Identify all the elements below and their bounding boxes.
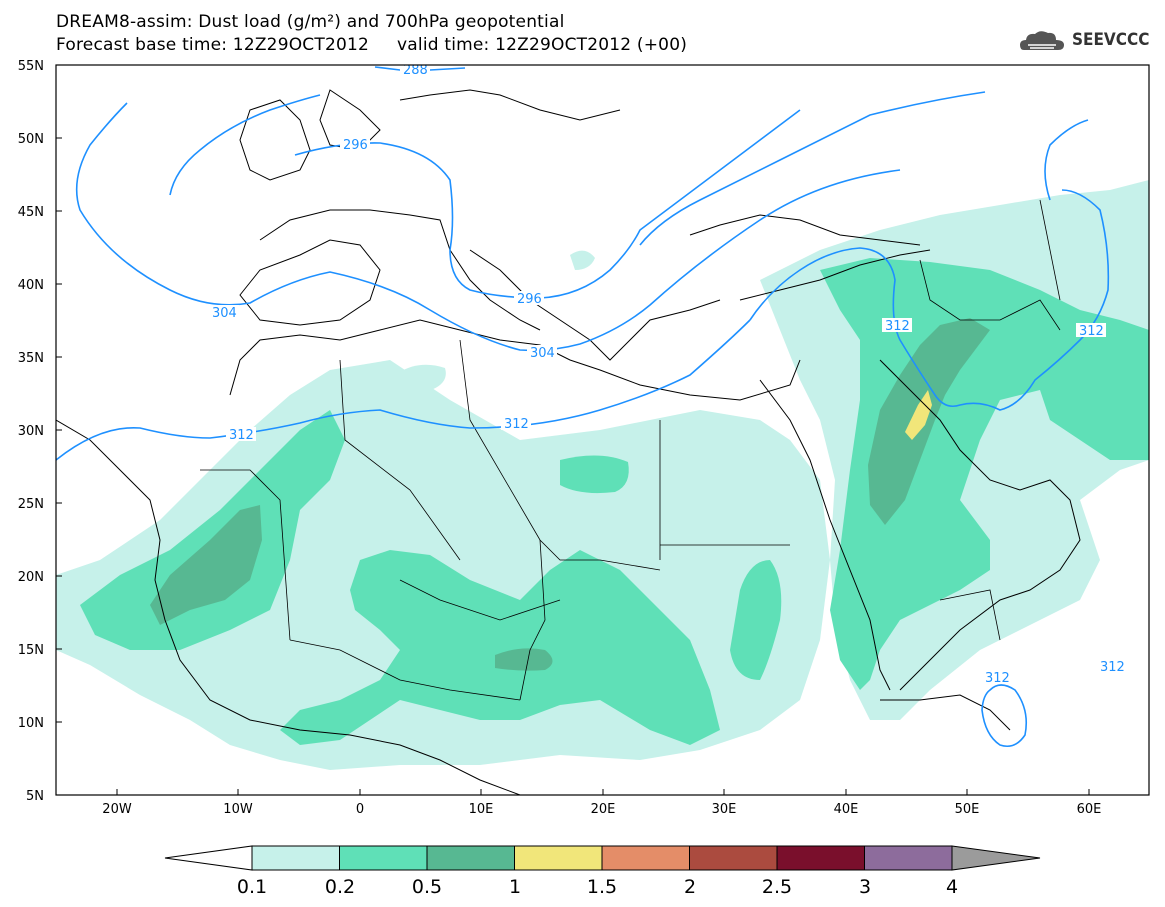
contour-label: 304	[530, 346, 555, 361]
brand-name: SEEVCCC	[1072, 30, 1150, 50]
colorbar-cell	[251, 845, 340, 871]
colorbar-tick: 0.2	[325, 876, 355, 898]
colorbar-tick: 1	[509, 876, 521, 898]
colorbar-cells	[251, 845, 953, 871]
colorbar-high-arrow	[951, 845, 1041, 871]
contour-label: 312	[504, 417, 529, 432]
colorbar-tick: 0.1	[237, 876, 267, 898]
colorbar-tick: 0.5	[412, 876, 442, 898]
lon-label: 20W	[102, 802, 132, 817]
lon-label: 40E	[834, 802, 859, 817]
lon-label: 60E	[1077, 802, 1102, 817]
colorbar-tick: 2	[684, 876, 696, 898]
contour-label: 312	[1100, 660, 1125, 675]
contour-label: 296	[343, 138, 368, 153]
dust-band-medium	[80, 258, 1149, 745]
lat-label: 50N	[18, 132, 44, 147]
lat-label: 20N	[18, 570, 44, 585]
colorbar-cell	[776, 845, 865, 871]
contour-label: 312	[985, 671, 1010, 686]
contour-label: 304	[212, 306, 237, 321]
colorbar-cell	[426, 845, 515, 871]
lat-label: 35N	[18, 351, 44, 366]
lat-label: 25N	[18, 497, 44, 512]
dust-band-peak	[905, 390, 932, 440]
lon-label: 50E	[955, 802, 980, 817]
contour-label: 312	[1079, 324, 1104, 339]
contour-label: 312	[885, 319, 910, 334]
colorbar-cell	[864, 845, 953, 871]
lat-label: 55N	[18, 59, 44, 74]
lat-label: 30N	[18, 424, 44, 439]
colorbar-low-arrow	[164, 845, 253, 871]
longitude-axis	[116, 789, 1090, 795]
lat-label: 10N	[18, 716, 44, 731]
lon-label: 0	[356, 802, 364, 817]
colorbar-tick: 1.5	[587, 876, 617, 898]
contour-labels: 288 296 296 304 304 312 312 312 312 312 …	[209, 63, 1125, 686]
lon-label: 10E	[469, 802, 494, 817]
map-title: DREAM8-assim: Dust load (g/m²) and 700hP…	[56, 12, 565, 32]
lon-label: 20E	[591, 802, 616, 817]
colorbar-cell	[514, 845, 603, 871]
colorbar-tick: 4	[946, 876, 958, 898]
coastlines	[56, 89, 1081, 795]
lat-label: 45N	[18, 205, 44, 220]
contour-label: 288	[403, 63, 428, 78]
lat-label: 5N	[26, 789, 44, 804]
dust-band-high	[150, 318, 990, 671]
geopotential-contours	[56, 66, 1110, 748]
lat-label: 15N	[18, 643, 44, 658]
colorbar-tick: 2.5	[762, 876, 792, 898]
forecast-time-subtitle: Forecast base time: 12Z29OCT2012 valid t…	[56, 35, 688, 55]
lat-label: 40N	[18, 278, 44, 293]
lon-label: 10W	[223, 802, 253, 817]
colorbar-tick: 3	[859, 876, 871, 898]
cloud-logo-icon	[1020, 31, 1064, 50]
lon-label: 30E	[712, 802, 737, 817]
colorbar-cell	[689, 845, 778, 871]
latitude-axis	[56, 64, 62, 723]
country-borders	[200, 199, 1061, 701]
contour-label: 312	[229, 428, 254, 443]
colorbar-cell	[339, 845, 428, 871]
colorbar-cell	[601, 845, 690, 871]
contour-label: 296	[517, 292, 542, 307]
